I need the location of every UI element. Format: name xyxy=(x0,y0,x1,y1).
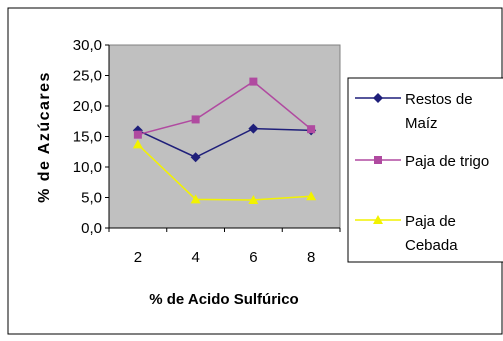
data-point xyxy=(249,77,258,86)
x-axis-title: % de Acido Sulfúrico xyxy=(149,291,298,308)
y-axis-title: % de Azúcares xyxy=(36,71,53,203)
legend-label: Restos de xyxy=(405,91,473,108)
legend-marker xyxy=(373,215,383,224)
data-point xyxy=(190,194,201,204)
legend-entry: Restos de Maíz xyxy=(355,91,473,132)
legend-box xyxy=(347,77,503,263)
series-line xyxy=(137,127,312,159)
x-tick-label: 2 xyxy=(134,249,142,266)
legend-marker xyxy=(373,93,383,103)
legend-entry: Paja de trigo xyxy=(355,153,489,170)
legend-label: Maíz xyxy=(405,115,438,132)
data-point xyxy=(190,152,201,163)
x-tick-label: 8 xyxy=(307,249,315,266)
plot-area xyxy=(108,44,341,229)
legend-entry: Paja de Cebada xyxy=(355,213,458,254)
data-point xyxy=(133,130,142,139)
y-tick-label: 20,0 xyxy=(73,98,102,115)
x-tick-label: 6 xyxy=(249,249,257,266)
series-line xyxy=(137,143,312,201)
series-3 xyxy=(132,139,317,204)
legend: Restos de Maíz Paja de trigo Paja de Cebada xyxy=(355,91,489,254)
series-layer xyxy=(132,77,317,204)
y-tick-label: 25,0 xyxy=(73,68,102,85)
data-point xyxy=(248,123,259,134)
x-axis: 2 4 6 8 xyxy=(108,227,341,266)
y-tick-label: 15,0 xyxy=(73,129,102,146)
series-line xyxy=(137,80,312,136)
legend-label: Paja de xyxy=(405,213,456,230)
series-2 xyxy=(133,77,316,139)
y-tick-label: 30,0 xyxy=(73,37,102,54)
data-point xyxy=(191,115,200,124)
y-axis: 0,0 5,0 10,0 15,0 20,0 25,0 30,0 xyxy=(73,37,110,237)
legend-marker xyxy=(374,156,382,164)
data-point xyxy=(132,139,143,149)
x-tick-label: 4 xyxy=(191,249,199,266)
legend-label: Cebada xyxy=(405,237,458,254)
y-tick-label: 10,0 xyxy=(73,159,102,176)
data-point xyxy=(307,125,316,134)
y-tick-label: 0,0 xyxy=(81,220,102,237)
data-point xyxy=(306,191,317,201)
data-point xyxy=(248,194,259,204)
y-tick-label: 5,0 xyxy=(81,190,102,207)
legend-label: Paja de trigo xyxy=(405,153,489,170)
